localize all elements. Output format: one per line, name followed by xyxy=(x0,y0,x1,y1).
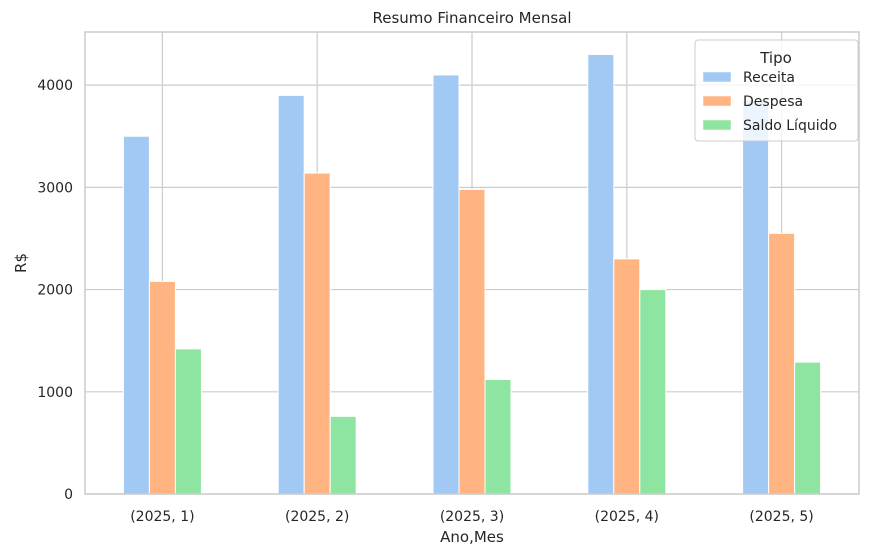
tick-labels: 0 1000 2000 3000 4000 (2025, 1) (2025, 2) (2025… xyxy=(37,78,813,525)
bar-despesa-4 xyxy=(613,258,641,495)
y-tick-label: 3000 xyxy=(37,180,73,196)
bar-saldo-l-quido-5 xyxy=(794,361,822,495)
y-axis-title: R$ xyxy=(12,253,30,273)
chart-title: Resumo Financeiro Mensal xyxy=(372,9,571,27)
x-tick-label: (2025, 3) xyxy=(440,509,504,525)
x-tick-label: (2025, 1) xyxy=(130,509,194,525)
bar-saldo-l-quido-4 xyxy=(639,289,667,495)
legend-title: Tipo xyxy=(759,49,792,67)
bar-saldo-l-quido-3 xyxy=(484,379,512,495)
y-tick-label: 2000 xyxy=(37,283,73,299)
x-axis-title: Ano,Mes xyxy=(440,528,504,546)
legend-swatch xyxy=(702,95,732,107)
legend-label: Receita xyxy=(743,70,795,86)
plot-border xyxy=(84,31,860,495)
plot-frame xyxy=(84,31,860,495)
bar-receita-3 xyxy=(432,74,460,495)
legend-label: Saldo Líquido xyxy=(743,118,837,134)
bar-receita-1 xyxy=(122,135,150,495)
legend-box xyxy=(694,39,859,142)
bar-saldo-l-quido-2 xyxy=(329,415,357,495)
bar-receita-4 xyxy=(587,53,615,495)
bar-receita-5 xyxy=(742,99,770,495)
bar-despesa-3 xyxy=(458,188,486,495)
y-tick-label: 1000 xyxy=(37,385,73,401)
legend-swatch xyxy=(702,71,732,83)
bar-despesa-1 xyxy=(148,280,176,495)
bars xyxy=(122,53,822,495)
y-tick-label: 4000 xyxy=(37,78,73,94)
legend-label: Despesa xyxy=(743,94,803,110)
legend: Tipo Receita Despesa Saldo Líquido xyxy=(694,39,859,142)
bar-receita-2 xyxy=(277,94,305,495)
x-tick-label: (2025, 5) xyxy=(749,509,813,525)
x-tick-label: (2025, 2) xyxy=(285,509,349,525)
bar-despesa-5 xyxy=(768,232,796,495)
bar-saldo-l-quido-1 xyxy=(174,348,202,495)
legend-entries: Receita Despesa Saldo Líquido xyxy=(702,70,837,134)
y-tick-label: 0 xyxy=(64,487,73,503)
bar-despesa-2 xyxy=(303,172,331,495)
x-tick-label: (2025, 4) xyxy=(595,509,659,525)
legend-swatch xyxy=(702,119,732,131)
